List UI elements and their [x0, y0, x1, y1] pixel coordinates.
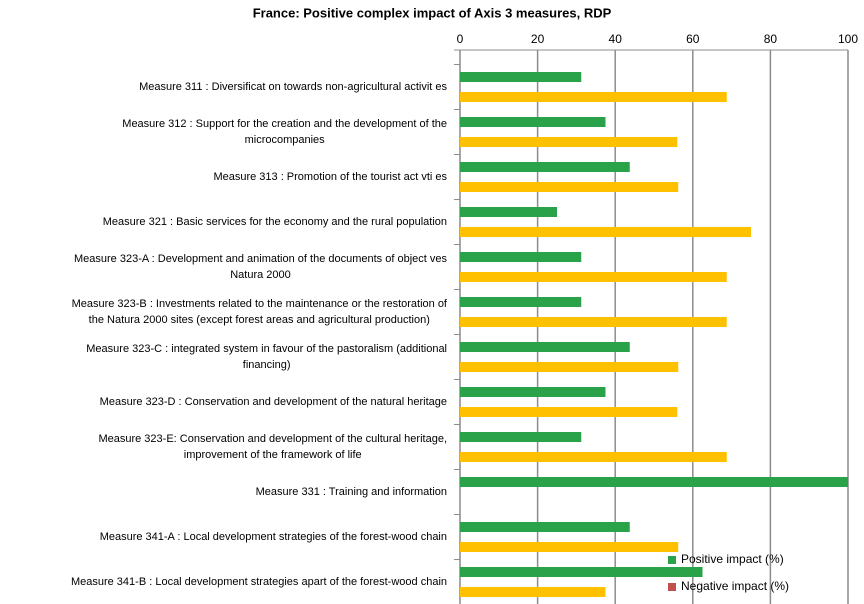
x-tick-label: 100: [838, 32, 858, 46]
bar: [460, 407, 678, 417]
y-tick-label: Measure 321 : Basic services for the eco…: [102, 216, 447, 228]
bar: [460, 567, 703, 577]
bar: [460, 252, 582, 262]
bar: [460, 452, 727, 462]
legend-label: Negative impact (%): [681, 579, 789, 593]
bar: [460, 362, 679, 372]
y-tick-label: Measure 341-B : Local development strate…: [70, 576, 447, 588]
bar: [460, 272, 727, 282]
bar: [460, 317, 727, 327]
bar: [460, 522, 630, 532]
legend-label: Positive impact (%): [681, 552, 784, 566]
legend-swatch: [668, 583, 676, 591]
bar: [460, 182, 679, 192]
y-tick-label: Measure 313 : Promotion of the tourist a…: [213, 171, 447, 183]
x-tick-label: 20: [531, 32, 545, 46]
bar: [460, 477, 848, 487]
y-tick-label: Measure 323-C : integrated system in fav…: [86, 343, 447, 371]
bar: [460, 387, 606, 397]
x-tick-label: 60: [686, 32, 700, 46]
bar: [460, 137, 678, 147]
bar: [460, 72, 582, 82]
bar: [460, 207, 557, 217]
bar: [460, 432, 582, 442]
bar: [460, 227, 751, 237]
bar: [460, 117, 606, 127]
bar: [460, 297, 582, 307]
y-tick-label: Measure 312 : Support for the creation a…: [122, 118, 447, 146]
bar: [460, 92, 727, 102]
y-tick-label: Measure 323-A : Development and animatio…: [74, 253, 447, 281]
x-tick-label: 40: [609, 32, 623, 46]
bar: [460, 542, 679, 552]
x-tick-label: 0: [457, 32, 464, 46]
bar: [460, 342, 630, 352]
y-tick-label: Measure 323-B : Investments related to t…: [71, 298, 447, 326]
y-tick-label: Measure 323-D : Conservation and develop…: [99, 396, 447, 408]
chart-title: France: Positive complex impact of Axis …: [253, 5, 612, 20]
y-tick-label: Measure 311 : Diversificat on towards no…: [139, 81, 447, 93]
y-tick-label: Measure 323-E: Conservation and developm…: [98, 433, 447, 461]
x-tick-label: 80: [764, 32, 778, 46]
bar: [460, 587, 606, 597]
legend-swatch: [668, 556, 676, 564]
bar: [460, 162, 630, 172]
y-tick-label: Measure 331 : Training and information: [255, 486, 447, 498]
y-tick-label: Measure 341-A : Local development strate…: [99, 531, 447, 543]
